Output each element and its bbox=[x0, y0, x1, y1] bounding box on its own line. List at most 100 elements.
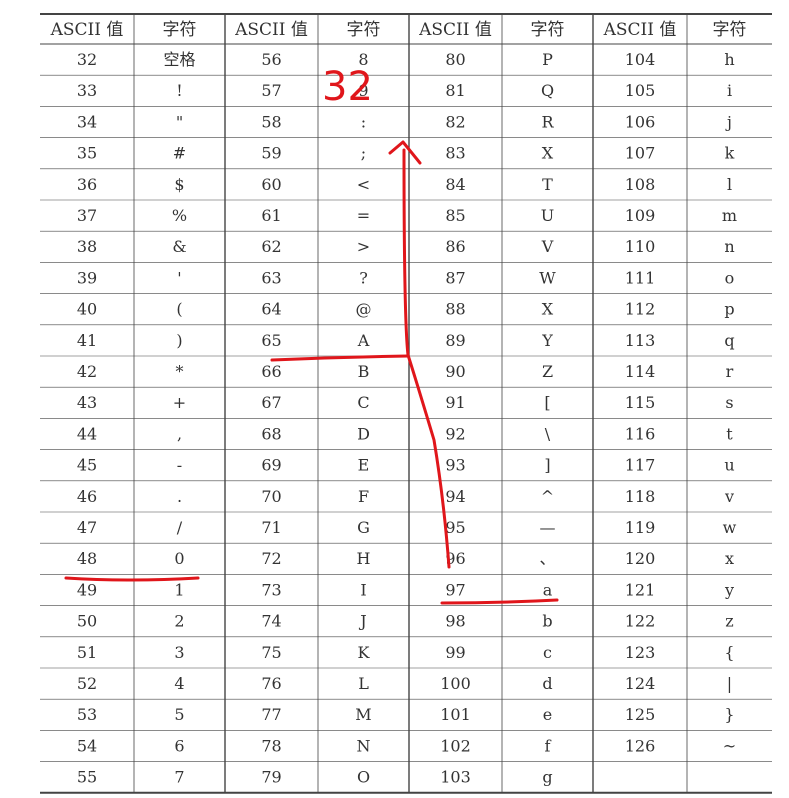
ascii-value-cell: 56 bbox=[261, 50, 281, 69]
character-cell: & bbox=[172, 237, 186, 256]
character-cell: L bbox=[358, 674, 369, 693]
character-cell: G bbox=[357, 518, 370, 537]
column-header: ASCII 值 bbox=[234, 20, 308, 40]
character-cell: ~ bbox=[723, 736, 736, 755]
ascii-value-cell: 93 bbox=[445, 456, 465, 475]
ascii-value-cell: 96 bbox=[445, 549, 465, 568]
character-cell: T bbox=[542, 175, 553, 194]
character-cell: W bbox=[539, 268, 556, 287]
character-cell: = bbox=[357, 206, 370, 225]
character-cell: @ bbox=[356, 300, 372, 319]
ascii-value-cell: 68 bbox=[261, 424, 281, 443]
ascii-value-cell: 92 bbox=[445, 424, 465, 443]
ascii-value-cell: 74 bbox=[261, 612, 281, 631]
ascii-value-cell: 35 bbox=[77, 144, 97, 163]
ascii-value-cell: 77 bbox=[261, 705, 281, 724]
ascii-value-cell: 70 bbox=[261, 487, 281, 506]
character-cell: h bbox=[724, 50, 734, 69]
character-cell: ( bbox=[176, 300, 182, 319]
character-cell: g bbox=[542, 768, 552, 787]
character-cell: 2 bbox=[174, 612, 184, 631]
character-cell: n bbox=[724, 237, 734, 256]
ascii-value-cell: 126 bbox=[625, 736, 656, 755]
ascii-value-cell: 103 bbox=[440, 768, 471, 787]
ascii-value-cell: 51 bbox=[77, 643, 97, 662]
character-cell: V bbox=[541, 237, 554, 256]
character-cell: f bbox=[545, 736, 552, 755]
ascii-value-cell: 42 bbox=[77, 362, 97, 381]
ascii-value-cell: 100 bbox=[440, 674, 471, 693]
ascii-value-cell: 125 bbox=[625, 705, 656, 724]
ascii-value-cell: 117 bbox=[625, 456, 656, 475]
character-cell: # bbox=[173, 144, 186, 163]
ascii-value-cell: 63 bbox=[261, 268, 281, 287]
character-cell: ? bbox=[359, 268, 368, 287]
character-cell: U bbox=[541, 206, 554, 225]
character-cell: 7 bbox=[174, 768, 184, 787]
ascii-value-cell: 120 bbox=[625, 549, 656, 568]
character-cell: 5 bbox=[174, 705, 184, 724]
character-cell: F bbox=[358, 487, 369, 506]
character-cell: D bbox=[357, 424, 370, 443]
ascii-value-cell: 102 bbox=[440, 736, 471, 755]
ascii-value-cell: 119 bbox=[625, 518, 656, 537]
ascii-value-cell: 38 bbox=[77, 237, 97, 256]
ascii-value-cell: 66 bbox=[261, 362, 281, 381]
character-cell: w bbox=[723, 518, 737, 537]
ascii-value-cell: 41 bbox=[77, 331, 97, 350]
character-cell: — bbox=[540, 518, 556, 537]
character-cell: 4 bbox=[174, 674, 184, 693]
character-cell: Y bbox=[541, 331, 553, 350]
ascii-value-cell: 123 bbox=[625, 643, 656, 662]
ascii-value-cell: 124 bbox=[625, 674, 656, 693]
ascii-value-cell: 115 bbox=[625, 393, 656, 412]
character-cell: r bbox=[726, 362, 734, 381]
ascii-value-cell: 33 bbox=[77, 81, 97, 100]
character-cell: X bbox=[542, 144, 554, 163]
ascii-value-cell: 46 bbox=[77, 487, 97, 506]
ascii-value-cell: 104 bbox=[625, 50, 656, 69]
ascii-value-cell: 101 bbox=[440, 705, 471, 724]
character-cell: 9 bbox=[358, 81, 368, 100]
character-cell: m bbox=[722, 206, 737, 225]
character-cell: H bbox=[357, 549, 371, 568]
character-cell: s bbox=[725, 393, 733, 412]
ascii-value-cell: 58 bbox=[261, 112, 281, 131]
ascii-value-cell: 48 bbox=[77, 549, 97, 568]
character-cell: } bbox=[724, 705, 734, 724]
ascii-value-cell: 69 bbox=[261, 456, 281, 475]
ascii-value-cell: 52 bbox=[77, 674, 97, 693]
ascii-value-cell: 75 bbox=[261, 643, 281, 662]
character-cell: 0 bbox=[174, 549, 184, 568]
character-cell: j bbox=[725, 112, 732, 131]
character-cell: ) bbox=[176, 331, 182, 350]
character-cell: > bbox=[357, 237, 370, 256]
character-cell: , bbox=[177, 424, 182, 443]
character-cell: ; bbox=[361, 144, 366, 163]
ascii-value-cell: 89 bbox=[445, 331, 465, 350]
character-cell: O bbox=[357, 768, 370, 787]
character-cell: : bbox=[361, 112, 366, 131]
ascii-value-cell: 39 bbox=[77, 268, 97, 287]
ascii-value-cell: 88 bbox=[445, 300, 465, 319]
character-cell: . bbox=[177, 487, 182, 506]
ascii-value-cell: 106 bbox=[625, 112, 656, 131]
character-cell: / bbox=[177, 518, 183, 537]
ascii-value-cell: 61 bbox=[261, 206, 281, 225]
character-cell: \ bbox=[545, 424, 551, 443]
character-cell: q bbox=[724, 331, 734, 350]
ascii-value-cell: 62 bbox=[261, 237, 281, 256]
column-header: ASCII 值 bbox=[603, 20, 677, 40]
character-cell: + bbox=[173, 393, 186, 412]
character-cell: E bbox=[358, 456, 370, 475]
ascii-value-cell: 82 bbox=[445, 112, 465, 131]
ascii-value-cell: 111 bbox=[625, 268, 656, 287]
character-cell: 8 bbox=[358, 50, 368, 69]
character-cell: Q bbox=[541, 81, 554, 100]
ascii-value-cell: 109 bbox=[625, 206, 656, 225]
ascii-value-cell: 118 bbox=[625, 487, 656, 506]
ascii-value-cell: 97 bbox=[445, 580, 465, 599]
ascii-value-cell: 65 bbox=[261, 331, 281, 350]
ascii-value-cell: 110 bbox=[625, 237, 656, 256]
column-header: 字符 bbox=[347, 20, 381, 40]
